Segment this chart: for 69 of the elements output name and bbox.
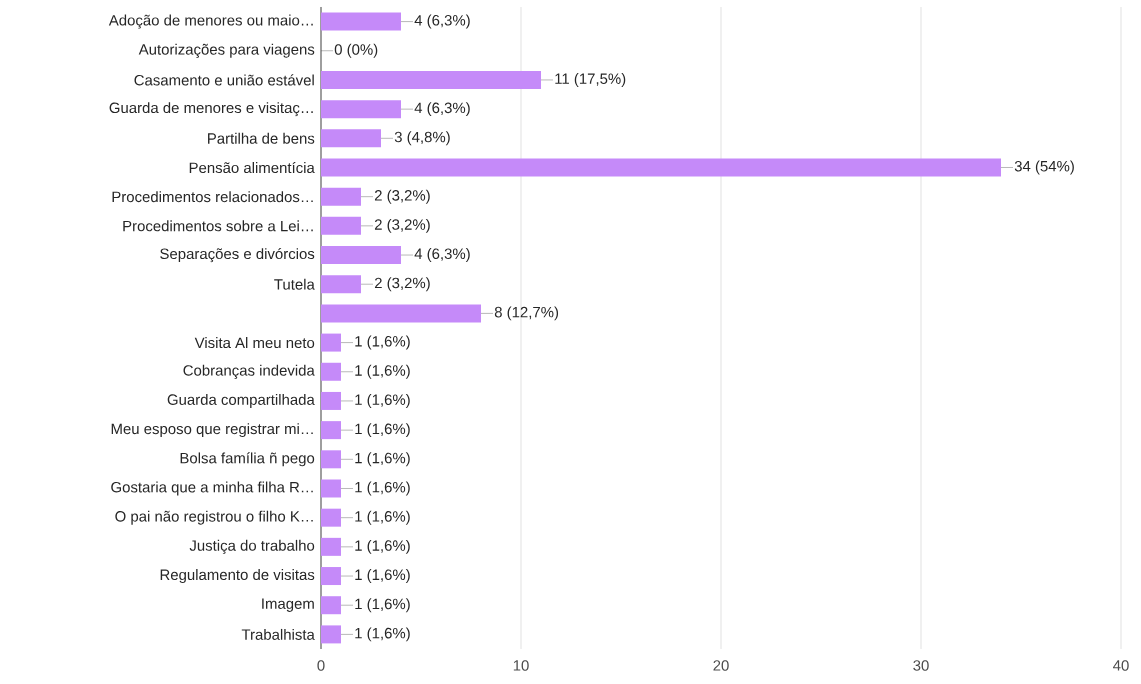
data-label: 1 (1,6%) [355,335,410,350]
y-tick-label: Justiça do trabalho [189,539,315,554]
bar [321,450,342,469]
y-tick-label: Casamento e união estável [134,74,314,86]
x-tick-label: 10 [513,660,529,671]
data-label: 2 (3,2%) [374,218,430,233]
bar [321,246,402,265]
data-label: 1 (1,6%) [355,510,410,525]
data-label: 1 (1,6%) [355,569,410,583]
bar [321,12,402,31]
data-label: 2 (3,2%) [374,189,430,204]
data-label: 4 (6,3%) [414,248,470,262]
bar [321,596,342,615]
bar [321,100,402,119]
y-tick-label: Tutela [274,278,315,290]
y-tick-label: Partilha de bens [208,132,315,144]
y-tick-label: Cobranças indevida [183,364,315,379]
data-label: 3 (4,8%) [394,131,450,146]
data-label: 4 (6,3%) [414,14,470,29]
y-tick-label: Separações e divórcios [160,247,315,263]
y-tick-label: Meu esposo que registrar mi… [111,423,313,438]
data-label: 11 (17,5%) [555,72,626,87]
bar [321,304,482,323]
bar [321,625,342,644]
data-label: 8 (12,7%) [494,306,559,321]
bar [321,216,362,235]
y-tick-label: Guarda compartilhada [167,393,315,408]
bar [321,479,342,498]
data-label: 1 (1,6%) [355,598,410,613]
y-tick-label: O pai não registrou o filho K… [115,510,313,525]
y-tick-label: Bolsa família ñ pego [180,452,315,467]
y-tick-label: Imagem [262,598,314,612]
bar [321,508,342,527]
y-tick-label: Pensão alimentícia [189,161,315,174]
bar [321,129,382,148]
bar [321,421,342,440]
bar [321,567,342,586]
y-tick-label: Procedimentos sobre a Lei… [123,220,313,232]
data-label: 1 (1,6%) [355,539,410,554]
y-tick-label: Procedimentos relacionados… [112,191,313,203]
data-label: 2 (3,2%) [374,277,430,292]
data-label: 1 (1,6%) [355,481,410,496]
y-tick-label: Regulamento de visitas [160,569,315,583]
bar [321,70,542,89]
bar [321,187,362,206]
data-label: 1 (1,6%) [355,364,410,379]
data-label: 0 (0%) [334,43,378,58]
y-tick-label: Trabalhista [241,628,315,640]
bar [321,333,342,352]
data-label: 1 (1,6%) [355,423,410,438]
x-tick-label: 40 [1113,660,1129,671]
data-label: 34 (54%) [1014,160,1074,175]
y-tick-label: Guarda de menores e visitaç… [109,102,313,117]
y-tick-label: Adoção de menores ou maio… [108,14,313,29]
y-tick-label: Visita Al meu neto [194,337,315,349]
bar [321,275,362,294]
x-tick-label: 20 [713,660,729,671]
y-tick-label: Autorizações para viagens [138,43,315,58]
bar [321,391,342,410]
bar [321,158,1002,177]
y-tick-label: Gostaria que a minha filha R… [111,481,313,496]
data-label: 4 (6,3%) [414,102,470,117]
data-label: 1 (1,6%) [355,452,410,467]
bar [321,537,342,556]
data-label: 1 (1,6%) [355,393,410,408]
bar [321,362,342,381]
x-tick-label: 0 [317,660,325,671]
data-label: 1 (1,6%) [355,627,410,642]
x-tick-label: 30 [913,660,929,671]
